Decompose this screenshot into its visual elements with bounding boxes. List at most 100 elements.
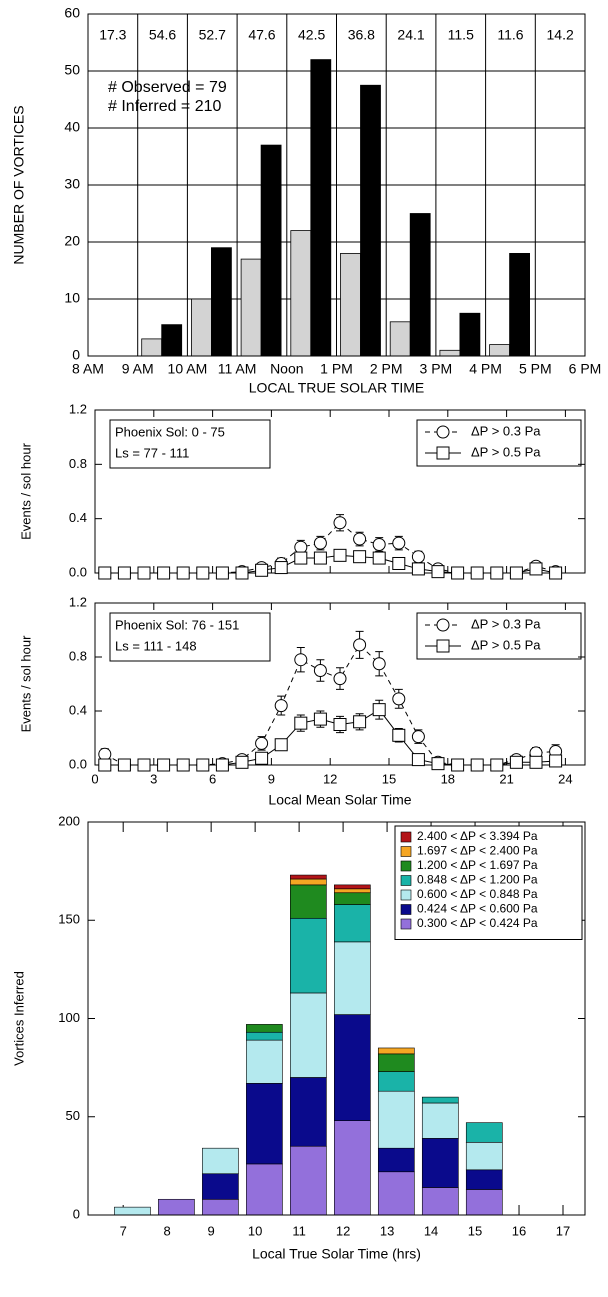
bar	[260, 144, 282, 357]
point	[549, 754, 563, 768]
point	[470, 758, 484, 772]
y-tick-label: 50	[64, 62, 80, 78]
point	[392, 536, 406, 550]
x-tick-label: 14	[424, 1223, 438, 1238]
plot-frame	[94, 409, 586, 574]
y-tick-label: 60	[64, 5, 80, 21]
bar-segment	[114, 1206, 151, 1216]
point	[372, 703, 386, 717]
point	[333, 516, 347, 530]
y-tick-label: 100	[58, 1010, 80, 1025]
rate-label: 24.1	[397, 27, 424, 43]
y-tick-label: 40	[64, 119, 80, 135]
plot-frame	[87, 13, 586, 357]
y-tick-label: 10	[64, 290, 80, 306]
info-line: Ls = 77 - 111	[115, 445, 189, 460]
bar-segment	[377, 1147, 415, 1173]
bar-segment	[334, 888, 371, 894]
point	[235, 566, 249, 580]
x-tick-label: 7	[120, 1223, 127, 1238]
point	[294, 653, 308, 667]
point	[313, 712, 327, 726]
y-tick-label: 0	[73, 1206, 80, 1221]
point	[490, 758, 504, 772]
y-tick-label: 50	[66, 1108, 80, 1123]
point	[333, 548, 347, 562]
point	[274, 561, 288, 575]
x-tick-label: 15	[382, 771, 396, 786]
point	[98, 566, 112, 580]
bar-segment	[421, 1187, 459, 1216]
legend-swatch	[400, 831, 412, 843]
x-tick-label: 4 PM	[469, 361, 502, 377]
legend-label: ΔP > 0.5 Pa	[471, 637, 541, 652]
rate-label: 52.7	[199, 27, 226, 43]
point	[490, 566, 504, 580]
rate-label: 54.6	[149, 27, 176, 43]
point	[411, 562, 425, 576]
x-tick-label: 13	[380, 1223, 394, 1238]
bar-segment	[377, 1171, 415, 1216]
legend-label: 0.600 < ΔP < 0.848 Pa	[417, 887, 538, 901]
point	[431, 757, 445, 771]
bar-segment	[246, 1031, 283, 1041]
bar	[340, 252, 361, 357]
info-line: Phoenix Sol: 0 - 75	[115, 424, 225, 439]
bar	[439, 349, 461, 357]
point	[274, 699, 288, 713]
y-axis-label: Vortices Inferred	[11, 971, 26, 1066]
x-axis-label: Local Mean Solar Time	[268, 792, 411, 808]
legend-box	[394, 825, 583, 940]
bar-segment	[334, 884, 371, 890]
rate-label: 14.2	[547, 27, 574, 43]
bar-segment	[334, 904, 371, 943]
x-tick-label: 15	[468, 1223, 482, 1238]
legend-box	[416, 419, 582, 467]
bar-segment	[465, 1189, 503, 1216]
bar-segment	[290, 1145, 327, 1216]
point	[392, 728, 406, 742]
bar-segment	[377, 1090, 415, 1149]
legend-marker	[436, 446, 450, 460]
point	[98, 747, 112, 761]
point	[392, 692, 406, 706]
point	[509, 755, 523, 769]
point	[215, 566, 229, 580]
point	[372, 537, 386, 551]
x-tick-label: 1 PM	[320, 361, 353, 377]
x-axis-label: LOCAL TRUE SOLAR TIME	[249, 380, 425, 396]
bar-segment	[334, 892, 371, 905]
legend-box	[416, 612, 582, 660]
y-tick-label: 30	[64, 176, 80, 192]
legend-label: 0.424 < ΔP < 0.600 Pa	[417, 902, 538, 916]
bar	[310, 59, 332, 357]
legend-swatch	[400, 860, 412, 872]
point	[137, 566, 151, 580]
legend-swatch	[400, 918, 412, 930]
x-tick-label: 9 AM	[122, 361, 154, 377]
point	[509, 566, 523, 580]
bar	[489, 344, 511, 357]
legend-swatch	[400, 846, 412, 857]
x-tick-label: 21	[499, 771, 513, 786]
bar	[161, 324, 183, 357]
y-axis-label: NUMBER OF VORTICES	[11, 105, 27, 264]
annotation: # Observed = 79	[108, 79, 227, 96]
info-line: Phoenix Sol: 76 - 151	[115, 617, 239, 632]
point	[470, 566, 484, 580]
info-line: Ls = 111 - 148	[115, 638, 197, 653]
y-tick-label: 20	[64, 233, 80, 249]
legend-swatch	[400, 904, 412, 915]
point	[549, 566, 563, 580]
rate-label: 42.5	[298, 27, 325, 43]
plot-frame	[94, 602, 586, 766]
bar-segment	[334, 1120, 371, 1216]
point	[255, 751, 269, 765]
legend-label: 0.848 < ΔP < 1.200 Pa	[417, 873, 538, 887]
point	[411, 753, 425, 767]
series-line	[104, 644, 556, 766]
x-tick-label: 12	[323, 771, 337, 786]
x-tick-label: 3 PM	[420, 361, 453, 377]
y-tick-label: 0.0	[69, 756, 87, 771]
bar-segment	[377, 1071, 415, 1092]
